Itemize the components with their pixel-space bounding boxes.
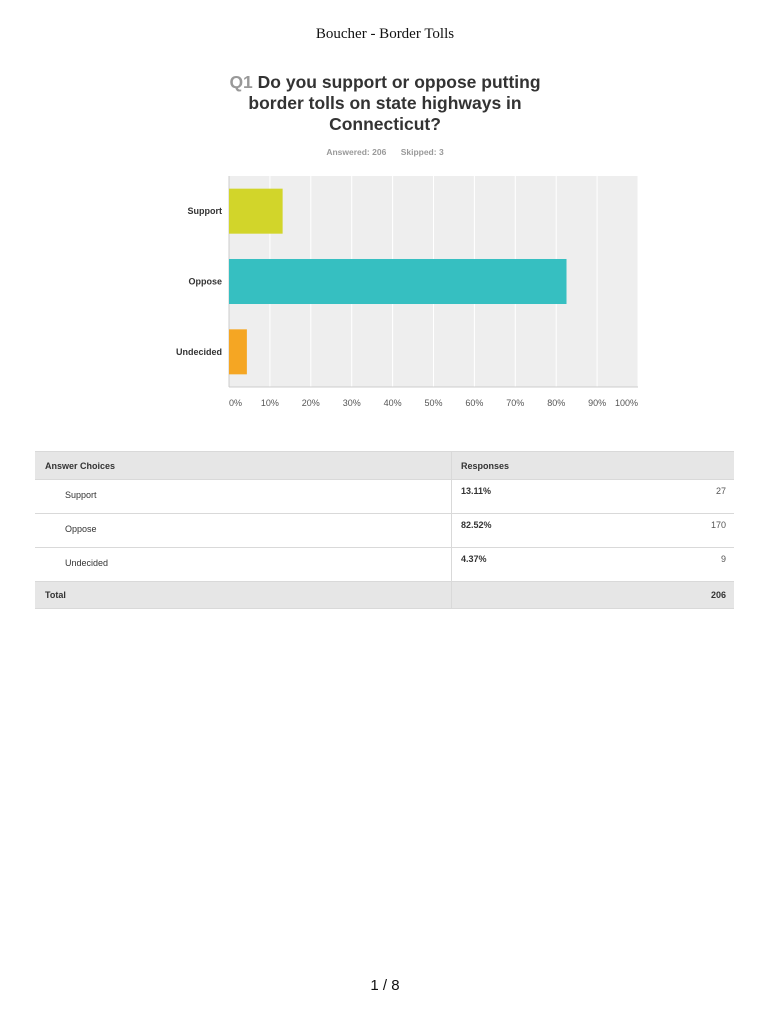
header-responses: Responses: [451, 451, 681, 480]
response-summary: Answered: 206 Skipped: 3: [0, 147, 770, 157]
choice-percent: 13.11%: [451, 479, 681, 514]
category-label: Undecided: [176, 347, 222, 357]
x-tick-label: 100%: [615, 398, 638, 408]
table-row: Undecided 4.37% 9: [35, 547, 734, 582]
choice-label: Undecided: [35, 547, 452, 582]
bar-oppose: [229, 258, 567, 305]
x-tick-label: 80%: [547, 398, 565, 408]
x-tick-label: 60%: [465, 398, 483, 408]
choice-label: Support: [35, 479, 452, 514]
x-tick-label: 30%: [343, 398, 361, 408]
category-label: Oppose: [188, 277, 222, 287]
x-tick-label: 70%: [506, 398, 524, 408]
skipped-count: Skipped: 3: [400, 147, 444, 157]
total-count: 206: [681, 581, 734, 609]
choice-count: 9: [681, 547, 734, 582]
table-row: Oppose 82.52% 170: [35, 513, 734, 548]
header-answer-choices: Answer Choices: [35, 451, 452, 480]
choice-label: Oppose: [35, 513, 452, 548]
results-bar-chart: Support Oppose Undecided 0% 10% 20% 30% 40% 50% 6…: [176, 176, 639, 408]
table-row: Support 13.11% 27: [35, 479, 734, 514]
x-tick-label: 90%: [588, 398, 606, 408]
question-number: Q1: [229, 72, 253, 92]
choice-count: 27: [681, 479, 734, 514]
bar-undecided: [229, 329, 247, 375]
choice-percent: 82.52%: [451, 513, 681, 548]
bar-support: [229, 188, 283, 234]
choice-percent: 4.37%: [451, 547, 681, 582]
question-title: Q1 Do you support or oppose putting bord…: [200, 72, 570, 135]
table-total-row: Total 206: [35, 581, 734, 609]
header-count: [681, 451, 734, 480]
x-tick-label: 20%: [302, 398, 320, 408]
document-header: Boucher - Border Tolls: [315, 26, 455, 42]
choice-count: 170: [681, 513, 734, 548]
total-label: Total: [35, 581, 452, 609]
category-label: Support: [188, 206, 223, 216]
page-number: 1 / 8: [370, 977, 400, 994]
x-tick-label: 10%: [261, 398, 279, 408]
x-tick-label: 50%: [424, 398, 442, 408]
x-tick-label: 0%: [229, 398, 242, 408]
table-header-row: Answer Choices Responses: [35, 451, 734, 480]
x-tick-label: 40%: [384, 398, 402, 408]
question-text: Do you support or oppose putting border …: [248, 72, 541, 134]
responses-table: Answer Choices Responses Support 13.11% …: [35, 451, 734, 609]
total-spacer: [451, 581, 681, 609]
answered-count: Answered: 206: [326, 147, 387, 157]
